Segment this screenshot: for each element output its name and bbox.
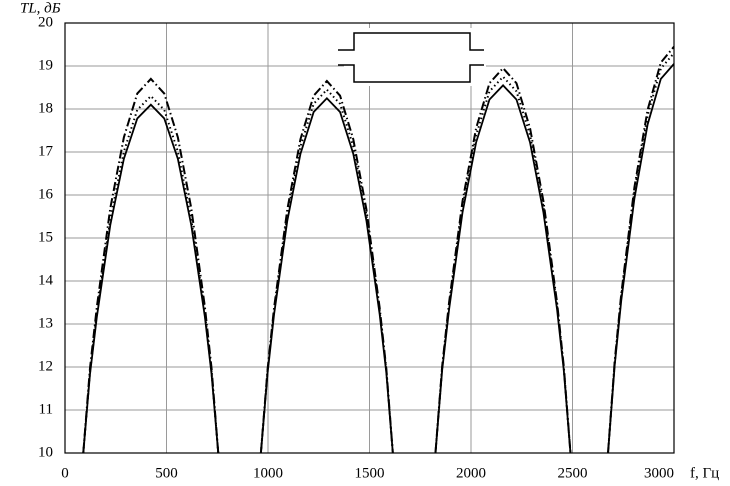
y-tick-label: 16 [38, 186, 54, 202]
chamber-icon [338, 28, 486, 86]
y-tick-label: 10 [38, 444, 53, 460]
x-tick-label: 2500 [558, 465, 588, 481]
x-tick-label: 1500 [355, 465, 385, 481]
y-tick-label: 13 [38, 315, 53, 331]
series-line [82, 46, 674, 453]
x-tick-label: 1000 [253, 465, 283, 481]
y-tick-label: 18 [38, 100, 53, 116]
x-tick-label: 3000 [644, 465, 674, 481]
x-tick-label: 500 [155, 465, 178, 481]
series-line [82, 63, 674, 453]
y-tick-label: 20 [38, 14, 53, 30]
plot-lines [82, 46, 674, 453]
y-tick-label: 17 [38, 143, 54, 159]
y-tick-label: 12 [38, 358, 53, 374]
series-line [82, 52, 674, 453]
y-tick-label: 15 [38, 229, 53, 245]
y-tick-label: 14 [38, 272, 54, 288]
plot-frame [64, 22, 675, 454]
x-tick-label: 2000 [456, 465, 486, 481]
x-tick-label: 0 [61, 465, 69, 481]
x-axis-label: f, Гц [690, 465, 719, 481]
y-axis-label: TL, дБ [20, 0, 61, 16]
y-tick-label: 19 [38, 57, 53, 73]
y-tick-label: 11 [39, 401, 53, 417]
